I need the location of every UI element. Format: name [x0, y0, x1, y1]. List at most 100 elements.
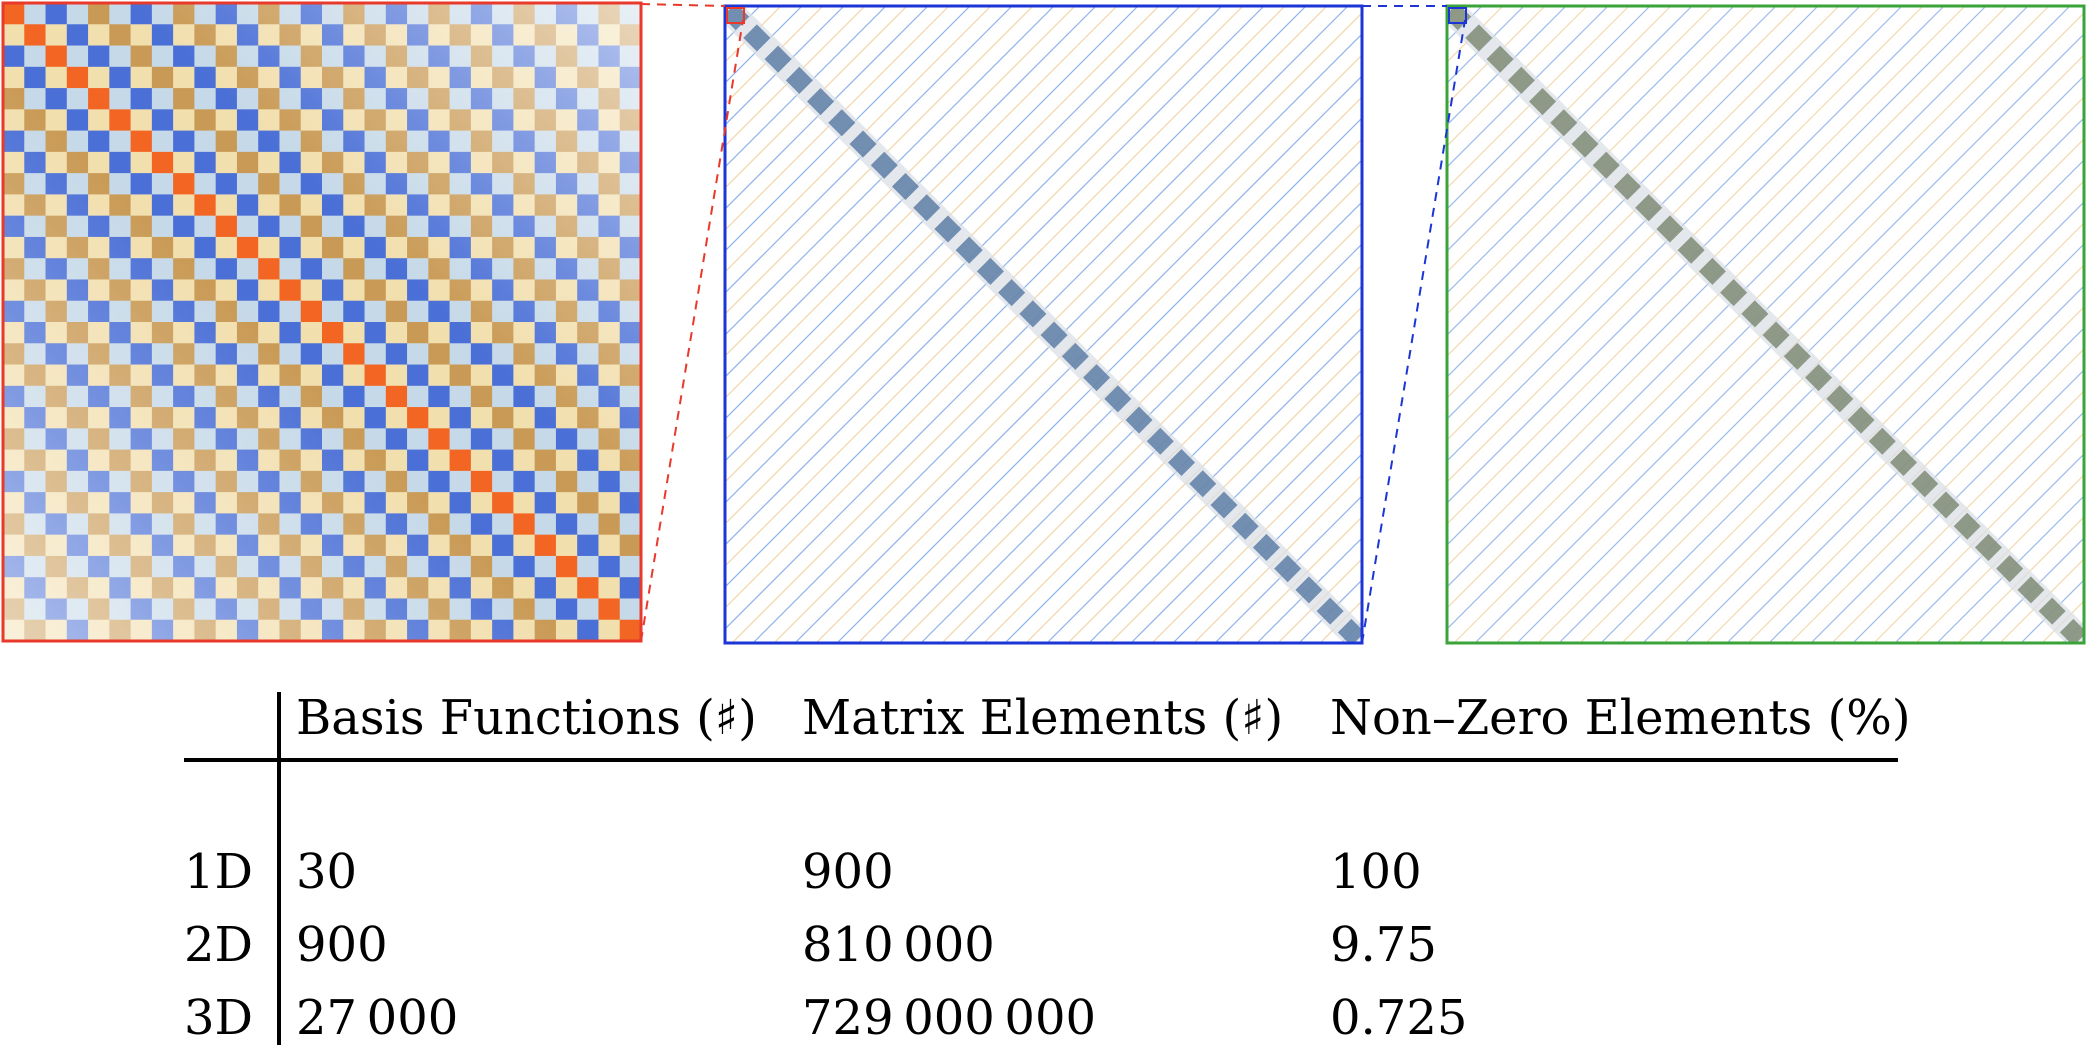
- hatch-line-blue: [1642, 201, 2084, 643]
- diagonal-block: [1890, 449, 1918, 477]
- zoom-connectors: [640, 3, 1467, 644]
- row-label-1d: 1D: [184, 844, 254, 900]
- header-basis-functions: Basis Functions (♯): [296, 690, 757, 746]
- diagonal-block: [1168, 449, 1196, 477]
- hatch-line-orange: [1447, 6, 2050, 609]
- diagonal-block: [1337, 618, 1362, 643]
- hatch-line-orange: [815, 96, 1362, 643]
- header-matrix-elements: Matrix Elements (♯): [802, 690, 1284, 746]
- hatch-line-blue: [1004, 285, 1362, 643]
- diagonal-block: [2017, 576, 2045, 604]
- diagonal-block: [1189, 470, 1217, 498]
- hatch-line-blue: [725, 6, 1265, 546]
- diagonal-block: [1932, 491, 1960, 519]
- diagonal-block: [849, 130, 877, 158]
- row-label-2d: 2D: [184, 917, 254, 973]
- diagonal-block: [1868, 427, 1896, 455]
- cell-2d-basis: 900: [296, 917, 388, 973]
- diagonal-block: [913, 194, 941, 222]
- hatch-line-orange: [1789, 348, 2084, 643]
- hatch-line-orange: [725, 6, 866, 147]
- diagonal-block: [1231, 512, 1259, 540]
- cell-1d-basis: 30: [296, 844, 358, 900]
- diagonal-band: [725, 6, 1362, 643]
- hatch-line-blue: [836, 117, 1362, 643]
- hatch-line-blue: [1447, 6, 1735, 294]
- connector-line: [640, 3, 726, 7]
- label-column-rule: [277, 692, 281, 1045]
- hatch-line-orange: [1495, 54, 2084, 643]
- hatch-line-blue: [878, 159, 1362, 643]
- hatch-line-blue: [725, 6, 971, 252]
- hatch-line-orange: [1447, 6, 1882, 441]
- diagonal-block: [1040, 321, 1068, 349]
- diagonal-block: [1104, 385, 1132, 413]
- dense-frame: [1, 1, 643, 643]
- diagonal-block: [1146, 427, 1174, 455]
- hatch-line-blue: [1447, 6, 2029, 588]
- hatch-line-orange: [1025, 306, 1362, 643]
- hatch-line-orange: [1831, 390, 2084, 643]
- hatch-line-blue: [1447, 6, 1903, 462]
- block-sparse-matrix-panel: [723, 4, 1364, 645]
- hatch-line-orange: [725, 6, 908, 189]
- hatch-line-blue: [1130, 411, 1362, 643]
- hatch-line-blue: [1447, 6, 1567, 126]
- hatch-line-blue: [725, 6, 1013, 294]
- hatch-line-orange: [1447, 6, 1756, 315]
- hatch-line-blue: [1447, 6, 1609, 168]
- hatch-line-blue: [1600, 159, 2084, 643]
- hatch-line-blue: [725, 6, 1223, 504]
- hatch-line-orange: [1447, 6, 2008, 567]
- diagonal-block: [1295, 576, 1323, 604]
- hatch-line-orange: [1915, 474, 2084, 643]
- hatch-line-blue: [1088, 369, 1362, 643]
- hatch-line-blue: [1447, 6, 1819, 378]
- hatch-line-blue: [725, 6, 1181, 462]
- hatch-line-blue: [1726, 285, 2084, 643]
- cell-3d-elements: 729 000 000: [802, 990, 1097, 1046]
- hatch-line-orange: [1537, 96, 2084, 643]
- hatch-line-orange: [725, 6, 1286, 567]
- hatch-line-orange: [983, 264, 1362, 643]
- hatch-line-blue: [1810, 369, 2084, 643]
- hatch-line-blue: [920, 201, 1362, 643]
- hatch-line-orange: [1447, 6, 1798, 357]
- hatch-line-blue: [1046, 327, 1362, 643]
- header-non-zero-elements: Non–Zero Elements (%): [1330, 690, 1911, 746]
- hatch-line-orange: [725, 6, 1244, 525]
- diagonal-block: [998, 279, 1026, 307]
- hatch-line-blue: [1474, 33, 2084, 643]
- hatch-line-blue: [1768, 327, 2084, 643]
- hatch-line-orange: [1621, 180, 2084, 643]
- hatch-line-orange: [1447, 6, 1966, 525]
- hatch-line-orange: [1109, 390, 1362, 643]
- dense-matrix-panel: [1, 1, 643, 643]
- hatch-line-blue: [1447, 6, 1693, 252]
- diagonal-block: [1210, 491, 1238, 519]
- diagonal-block: [1953, 512, 1981, 540]
- diagonal-block: [785, 66, 813, 94]
- hatch-line-blue: [1214, 495, 1362, 643]
- diagonal-band: [1447, 6, 2084, 643]
- panel-frame: [723, 4, 1364, 645]
- hatch-line-orange: [1447, 6, 1588, 147]
- hatch-line-blue: [1447, 6, 1861, 420]
- hatch-line-orange: [725, 6, 1076, 357]
- hatch-line-blue: [1684, 243, 2084, 643]
- hatch-line-blue: [1447, 6, 1945, 504]
- hatch-pattern: [725, 6, 1362, 643]
- hatch-line-orange: [1235, 516, 1362, 643]
- hatch-line-orange: [1747, 306, 2084, 643]
- hatch-line-blue: [752, 33, 1362, 643]
- hatch-line-orange: [941, 222, 1362, 643]
- diagonal-block: [1613, 172, 1641, 200]
- band-halo: [1447, 6, 2084, 643]
- hatch-line-orange: [1579, 138, 2084, 643]
- hatch-line-blue: [1447, 6, 1777, 336]
- diagonal-block: [1720, 279, 1748, 307]
- hatch-line-orange: [1067, 348, 1362, 643]
- hatch-line-blue: [725, 6, 1139, 420]
- header-rule: [184, 758, 1898, 762]
